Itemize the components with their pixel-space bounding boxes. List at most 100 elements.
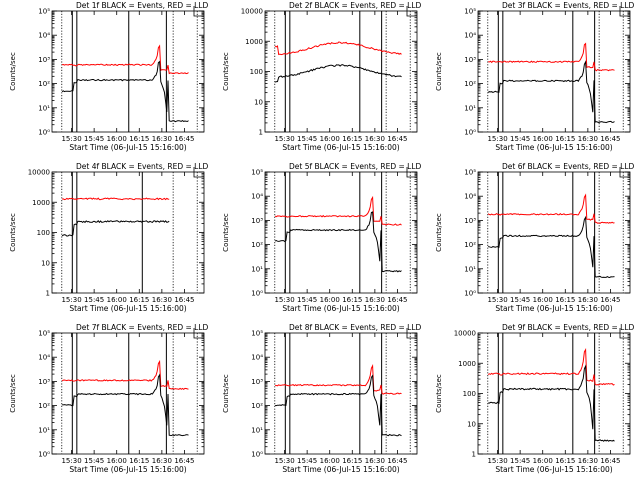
y-tick-label: 100 [250, 68, 263, 76]
legend-bracket [193, 167, 204, 178]
events-series-line [274, 64, 402, 83]
y-tick-label: 1000 [32, 199, 50, 207]
y-tick-label: 10⁰ [251, 290, 263, 298]
events-series-line [61, 60, 189, 123]
x-tick-label: 16:00 [320, 135, 340, 143]
x-tick-label: 16:00 [533, 135, 553, 143]
plot-frame [477, 332, 631, 455]
lld-series-line [274, 195, 402, 226]
y-tick-label: 100 [463, 390, 476, 398]
x-axis-label: Start Time (06-Jul-15 15:16:00) [495, 304, 612, 313]
y-tick-label: 10⁴ [251, 354, 263, 362]
legend-bracket [406, 167, 417, 178]
x-tick-label: 16:30 [365, 457, 385, 465]
x-axis-label: Start Time (06-Jul-15 15:16:00) [282, 143, 399, 152]
x-tick-label: 16:00 [533, 296, 553, 304]
x-tick-label: 16:15 [555, 457, 575, 465]
x-tick-label: 16:45 [387, 457, 407, 465]
panel-title: Det 8f BLACK = Events, RED = LLD [289, 323, 422, 332]
x-tick-label: 16:30 [152, 135, 172, 143]
x-tick-label: 16:15 [129, 296, 149, 304]
y-tick-label: 10² [38, 80, 50, 88]
y-tick-label: 10² [251, 241, 263, 249]
x-tick-label: 16:15 [129, 457, 149, 465]
x-tick-label: 16:45 [600, 135, 620, 143]
lld-series-line [487, 193, 615, 224]
panel-title: Det 7f BLACK = Events, RED = LLD [76, 323, 209, 332]
y-tick-label: 10 [41, 259, 50, 267]
x-tick-label: 16:00 [107, 457, 127, 465]
x-tick-label: 15:30 [487, 135, 507, 143]
panel-8: Det 8f BLACK = Events, RED = LLD 10⁰ 10¹ 10… [222, 323, 422, 474]
x-tick-label: 15:45 [84, 135, 104, 143]
x-tick-label: 16:45 [600, 296, 620, 304]
x-tick-label: 16:00 [533, 457, 553, 465]
x-tick-label: 16:15 [555, 135, 575, 143]
y-tick-label: 10 [467, 420, 476, 428]
y-tick-label: 10⁵ [464, 8, 476, 16]
x-tick-label: 16:00 [107, 135, 127, 143]
x-tick-label: 15:30 [61, 296, 81, 304]
y-tick-label: 10⁴ [38, 354, 50, 362]
y-tick-label: 10¹ [464, 104, 476, 112]
x-tick-label: 15:30 [274, 135, 294, 143]
lld-series-line [274, 41, 402, 56]
y-tick-label: 10² [251, 402, 263, 410]
plot-frame [264, 171, 418, 294]
panel-4: Det 4f BLACK = Events, RED = LLD 1 10 100 10… [9, 162, 209, 313]
x-axis-label: Start Time (06-Jul-15 15:16:00) [495, 465, 612, 474]
plot-frame [51, 171, 205, 294]
x-tick-label: 15:30 [61, 457, 81, 465]
events-series-line [275, 374, 402, 437]
y-tick-label: 10³ [251, 378, 263, 386]
x-tick-label: 15:30 [274, 296, 294, 304]
x-tick-label: 16:30 [578, 296, 598, 304]
x-tick-label: 16:45 [600, 457, 620, 465]
y-tick-label: 10 [254, 98, 263, 106]
y-tick-label: 10⁴ [38, 32, 50, 40]
x-tick-label: 15:30 [61, 135, 81, 143]
x-tick-label: 16:15 [342, 457, 362, 465]
events-series-line [488, 364, 615, 442]
y-tick-label: 1000 [458, 360, 476, 368]
lld-series-line [487, 347, 615, 386]
x-tick-label: 16:45 [174, 296, 194, 304]
y-tick-label: 10¹ [38, 104, 50, 112]
y-tick-label: 10³ [464, 56, 476, 64]
panel-3: Det 3f BLACK = Events, RED = LLD 10⁰ 10¹ 10… [435, 1, 635, 152]
x-axis-label: Start Time (06-Jul-15 15:16:00) [69, 465, 186, 474]
lld-series-line [275, 364, 402, 395]
legend-bracket [619, 6, 630, 17]
y-axis-label: Counts/sec [222, 213, 230, 252]
y-tick-label: 10⁵ [38, 330, 50, 338]
x-tick-label: 16:45 [174, 457, 194, 465]
x-axis-label: Start Time (06-Jul-15 15:16:00) [69, 304, 186, 313]
y-tick-label: 10³ [251, 217, 263, 225]
y-axis-label: Counts/sec [9, 213, 17, 252]
legend-bracket [406, 6, 417, 17]
x-tick-label: 16:00 [320, 296, 340, 304]
events-series-line [488, 215, 615, 279]
legend-bracket [619, 328, 630, 339]
x-tick-label: 15:45 [297, 135, 317, 143]
legend-bracket [193, 328, 204, 339]
y-tick-label: 10³ [38, 56, 50, 64]
y-tick-label: 10¹ [251, 426, 263, 434]
x-tick-label: 15:30 [487, 457, 507, 465]
x-tick-label: 15:45 [84, 296, 104, 304]
lld-series-line [487, 42, 615, 72]
x-tick-label: 16:30 [152, 457, 172, 465]
panel-title: Det 4f BLACK = Events, RED = LLD [76, 162, 209, 171]
y-axis-label: Counts/sec [9, 52, 17, 91]
events-series-line [487, 60, 615, 124]
x-axis-label: Start Time (06-Jul-15 15:16:00) [495, 143, 612, 152]
y-axis-label: Counts/sec [435, 52, 443, 91]
y-tick-label: 10¹ [251, 265, 263, 273]
x-tick-label: 16:45 [387, 135, 407, 143]
x-tick-label: 16:45 [387, 296, 407, 304]
panel-title: Det 1f BLACK = Events, RED = LLD [76, 1, 209, 10]
panel-1: Det 1f BLACK = Events, RED = LLD 10⁰ 10¹ 10… [9, 1, 209, 152]
panel-title: Det 9f BLACK = Events, RED = LLD [502, 323, 635, 332]
y-tick-label: 10⁰ [38, 129, 50, 137]
y-tick-label: 10⁵ [251, 330, 263, 338]
